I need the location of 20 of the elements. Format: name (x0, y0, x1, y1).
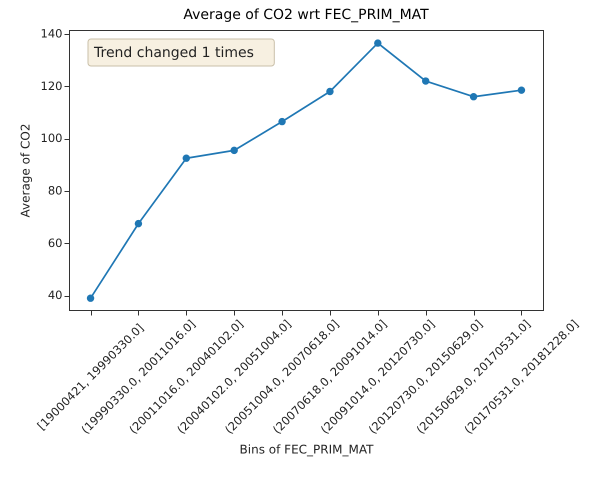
point (86, 294, 94, 302)
y-tick-label: 40 (48, 288, 62, 302)
point (182, 154, 190, 162)
y-tick-label: 80 (48, 183, 62, 198)
y-tick-label: 60 (48, 236, 62, 250)
point (422, 77, 430, 85)
chart-title: Average of CO2 wrt FEC_PRIM_MAT (183, 6, 430, 23)
point (230, 146, 238, 154)
y-tick-label: 120 (40, 78, 62, 93)
point (470, 93, 478, 100)
point (278, 118, 286, 126)
y-axis-title: Average of CO2 (18, 124, 33, 218)
y-tick-label: 100 (40, 131, 62, 146)
point (374, 39, 382, 47)
x-axis-title: Bins of FEC_PRIM_MAT (240, 442, 374, 456)
point (134, 220, 142, 228)
y-tick-label: 140 (40, 26, 62, 40)
point (518, 86, 526, 94)
annotation: Trend changed 1 times (93, 45, 254, 61)
point (326, 88, 334, 96)
